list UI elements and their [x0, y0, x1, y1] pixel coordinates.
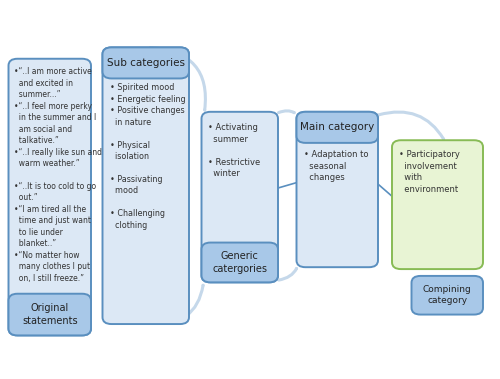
FancyArrowPatch shape [378, 112, 444, 139]
Text: Generic
catergories: Generic catergories [212, 251, 267, 274]
Text: • Activating
  summer

• Restrictive
  winter: • Activating summer • Restrictive winter [208, 123, 261, 178]
Text: • Adaptation to
  seasonal
  changes: • Adaptation to seasonal changes [304, 150, 368, 182]
FancyBboxPatch shape [202, 112, 278, 282]
FancyBboxPatch shape [102, 47, 189, 324]
FancyBboxPatch shape [392, 140, 483, 269]
Text: Sub categories: Sub categories [107, 58, 185, 68]
FancyBboxPatch shape [102, 47, 189, 78]
Text: • Spirited mood
• Energetic feeling
• Positive changes
  in nature

• Physical
 : • Spirited mood • Energetic feeling • Po… [110, 83, 185, 230]
FancyBboxPatch shape [412, 276, 483, 315]
FancyArrowPatch shape [279, 268, 296, 280]
Text: Compining
category: Compining category [423, 285, 472, 305]
FancyBboxPatch shape [8, 294, 91, 335]
FancyArrowPatch shape [278, 111, 294, 113]
FancyBboxPatch shape [296, 112, 378, 267]
FancyArrowPatch shape [150, 285, 203, 323]
FancyBboxPatch shape [202, 243, 278, 282]
Text: Original
statements: Original statements [22, 303, 78, 326]
FancyBboxPatch shape [8, 59, 91, 335]
Text: •“..I am more active
  and excited in
  summer...”
•“..I feel more perky
  in th: •“..I am more active and excited in summ… [14, 67, 102, 283]
Text: • Participatory
  involvement
  with
  environment: • Participatory involvement with environ… [399, 150, 460, 194]
FancyArrowPatch shape [150, 47, 206, 110]
Text: Main category: Main category [300, 122, 374, 132]
FancyBboxPatch shape [296, 112, 378, 143]
